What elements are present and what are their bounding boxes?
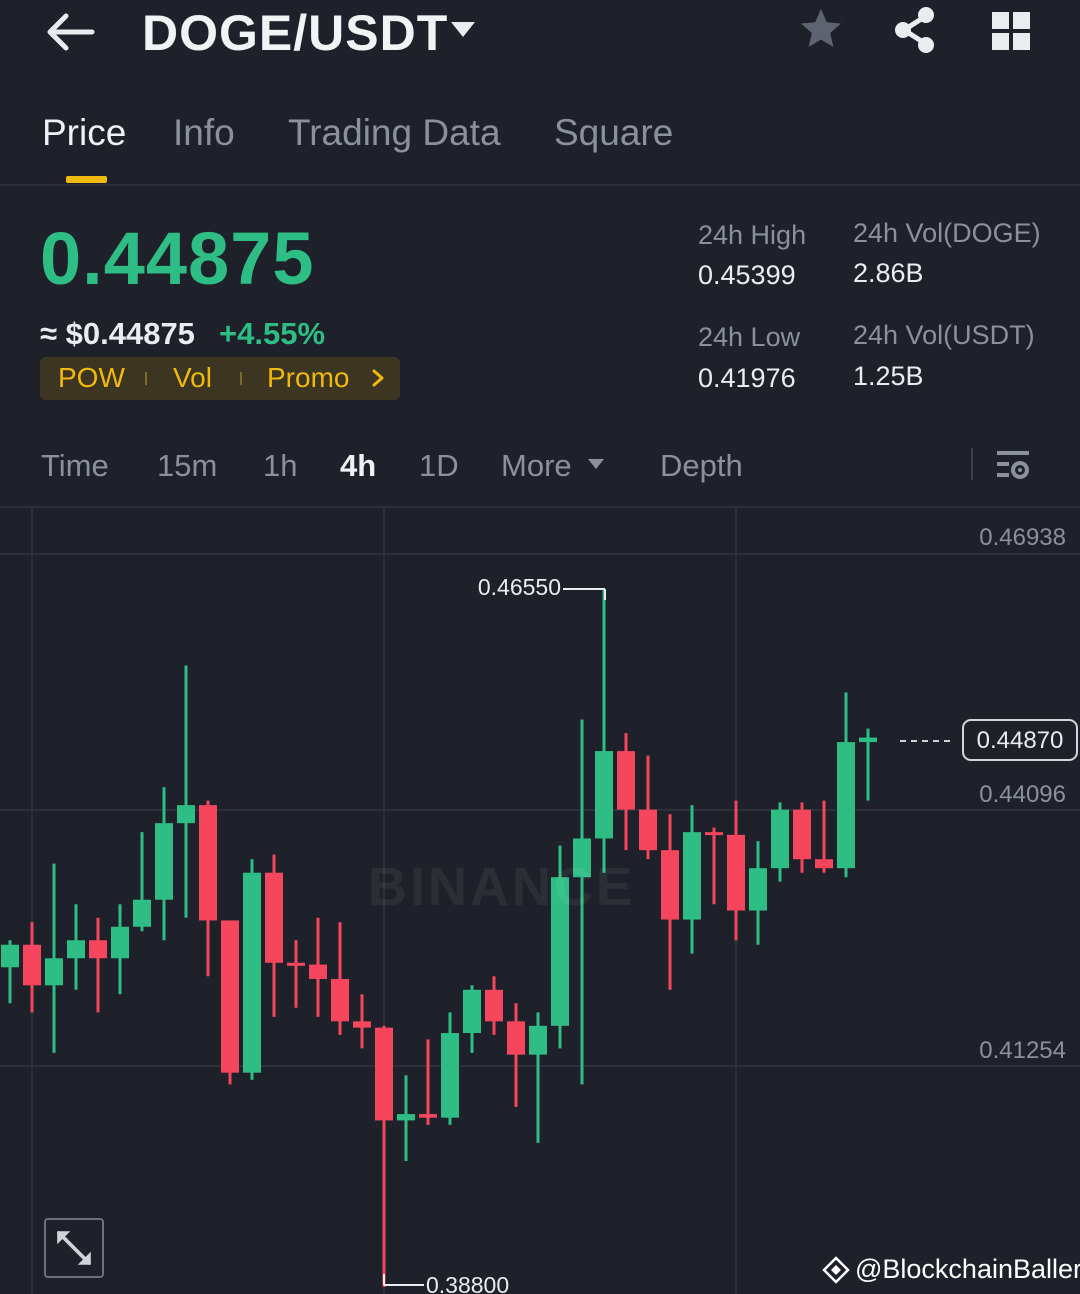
candle-up bbox=[111, 926, 129, 959]
y-axis-tick-label: 0.41254 bbox=[979, 1037, 1066, 1064]
candle-down bbox=[89, 940, 107, 959]
chart-settings-icon[interactable] bbox=[995, 448, 1031, 482]
candlestick-chart[interactable]: 0.46938 0.44096 0.41254 0.46550 0.38800 bbox=[0, 508, 1080, 1294]
diamond-logo-icon bbox=[822, 1256, 850, 1284]
caret-down-icon[interactable] bbox=[448, 18, 478, 40]
vol-doge-value: 2.86B bbox=[853, 258, 924, 288]
active-tab-indicator bbox=[66, 176, 107, 183]
tab-square[interactable]: Square bbox=[554, 112, 674, 153]
interval-4h[interactable]: 4h bbox=[340, 448, 377, 483]
tag-pow[interactable]: POW bbox=[58, 362, 125, 393]
candle-up bbox=[859, 737, 877, 743]
current-price-label: 0.44870 bbox=[976, 727, 1064, 754]
y-axis-tick-label: 0.44096 bbox=[979, 781, 1066, 808]
low-24h-label: 24h Low bbox=[698, 322, 801, 352]
change-percent: +4.55% bbox=[219, 316, 326, 351]
candle-up bbox=[1, 944, 19, 968]
candle-up bbox=[155, 823, 173, 900]
current-price-marker[interactable] bbox=[962, 719, 1078, 761]
candle-up bbox=[45, 958, 63, 986]
tab-divider bbox=[0, 184, 1080, 186]
y-axis-tick-label: 0.46938 bbox=[979, 524, 1066, 551]
share-icon[interactable] bbox=[892, 6, 938, 54]
candle-up bbox=[749, 868, 767, 911]
candle-down bbox=[375, 1027, 393, 1121]
interval-15m[interactable]: 15m bbox=[157, 448, 218, 483]
candle-up bbox=[771, 809, 789, 869]
tab-trading-data[interactable]: Trading Data bbox=[288, 112, 501, 153]
interval-time[interactable]: Time bbox=[41, 448, 109, 483]
tag-bar[interactable] bbox=[40, 357, 400, 400]
high-24h-label: 24h High bbox=[698, 220, 807, 250]
caret-down-icon[interactable] bbox=[586, 457, 606, 471]
candle-down bbox=[287, 962, 305, 966]
candle-down bbox=[617, 751, 635, 810]
chevron-right-icon[interactable] bbox=[370, 368, 386, 388]
vol-usdt-value: 1.25B bbox=[853, 361, 924, 391]
interval-1h[interactable]: 1h bbox=[263, 448, 298, 483]
low-24h-value: 0.41976 bbox=[698, 363, 796, 393]
watermark-credit: @BlockchainBaller bbox=[855, 1254, 1080, 1284]
last-price: 0.44875 bbox=[40, 217, 315, 300]
interval-1d[interactable]: 1D bbox=[419, 448, 459, 483]
watermark-logo: BINANCE bbox=[368, 857, 636, 917]
grid-icon[interactable] bbox=[990, 10, 1032, 52]
expand-icon[interactable] bbox=[44, 1218, 104, 1278]
pair-title[interactable]: DOGE/USDT bbox=[142, 5, 449, 61]
max-price-label: 0.46550 bbox=[478, 574, 561, 600]
usd-price: ≈ $0.44875 bbox=[40, 316, 195, 351]
tab-info[interactable]: Info bbox=[173, 112, 235, 153]
candle-down bbox=[199, 805, 217, 921]
candle-down bbox=[331, 978, 349, 1022]
chart-divider bbox=[0, 506, 1080, 508]
candle-up bbox=[837, 742, 855, 869]
candle-up bbox=[551, 877, 569, 1026]
candle-down bbox=[815, 859, 833, 869]
arrow-left-icon[interactable] bbox=[44, 10, 96, 54]
candle-down bbox=[507, 1021, 525, 1055]
candle-up bbox=[683, 832, 701, 920]
candle-up bbox=[573, 838, 591, 878]
interval-more[interactable]: More bbox=[501, 448, 572, 483]
vol-doge-label: 24h Vol(DOGE) bbox=[853, 218, 1041, 248]
candle-down bbox=[661, 850, 679, 920]
tag-separator bbox=[145, 372, 147, 385]
min-price-label: 0.38800 bbox=[426, 1272, 509, 1294]
candle-up bbox=[243, 872, 261, 1073]
chart-annotations: 0.46550 0.38800 bbox=[383, 574, 952, 1294]
candle-up bbox=[133, 899, 151, 927]
tab-depth[interactable]: Depth bbox=[660, 448, 743, 483]
candle-down bbox=[23, 944, 41, 986]
candle-up bbox=[441, 1033, 459, 1118]
candle-up bbox=[67, 940, 85, 959]
candle-down bbox=[309, 964, 327, 979]
star-icon[interactable] bbox=[798, 6, 844, 52]
candle-down bbox=[639, 809, 657, 851]
tab-price[interactable]: Price bbox=[42, 112, 127, 153]
candle-down bbox=[221, 920, 239, 1073]
candle-up bbox=[397, 1114, 415, 1121]
candles bbox=[1, 588, 877, 1288]
candle-up bbox=[177, 805, 195, 824]
divider bbox=[971, 448, 973, 480]
candle-up bbox=[463, 989, 481, 1034]
candle-up bbox=[595, 751, 613, 839]
candle-down bbox=[485, 989, 503, 1022]
tag-vol[interactable]: Vol bbox=[173, 362, 212, 393]
vol-usdt-label: 24h Vol(USDT) bbox=[853, 320, 1035, 350]
y-axis-labels: 0.46938 0.44096 0.41254 bbox=[979, 524, 1066, 1064]
candle-down bbox=[793, 809, 811, 860]
candle-down bbox=[353, 1021, 371, 1028]
candle-up bbox=[529, 1025, 547, 1055]
tag-separator bbox=[240, 372, 242, 385]
candle-down bbox=[265, 872, 283, 963]
candle-down bbox=[727, 834, 745, 911]
candle-down bbox=[419, 1114, 437, 1118]
candle-down bbox=[705, 832, 723, 836]
tag-promo[interactable]: Promo bbox=[267, 362, 350, 393]
high-24h-value: 0.45399 bbox=[698, 260, 796, 290]
